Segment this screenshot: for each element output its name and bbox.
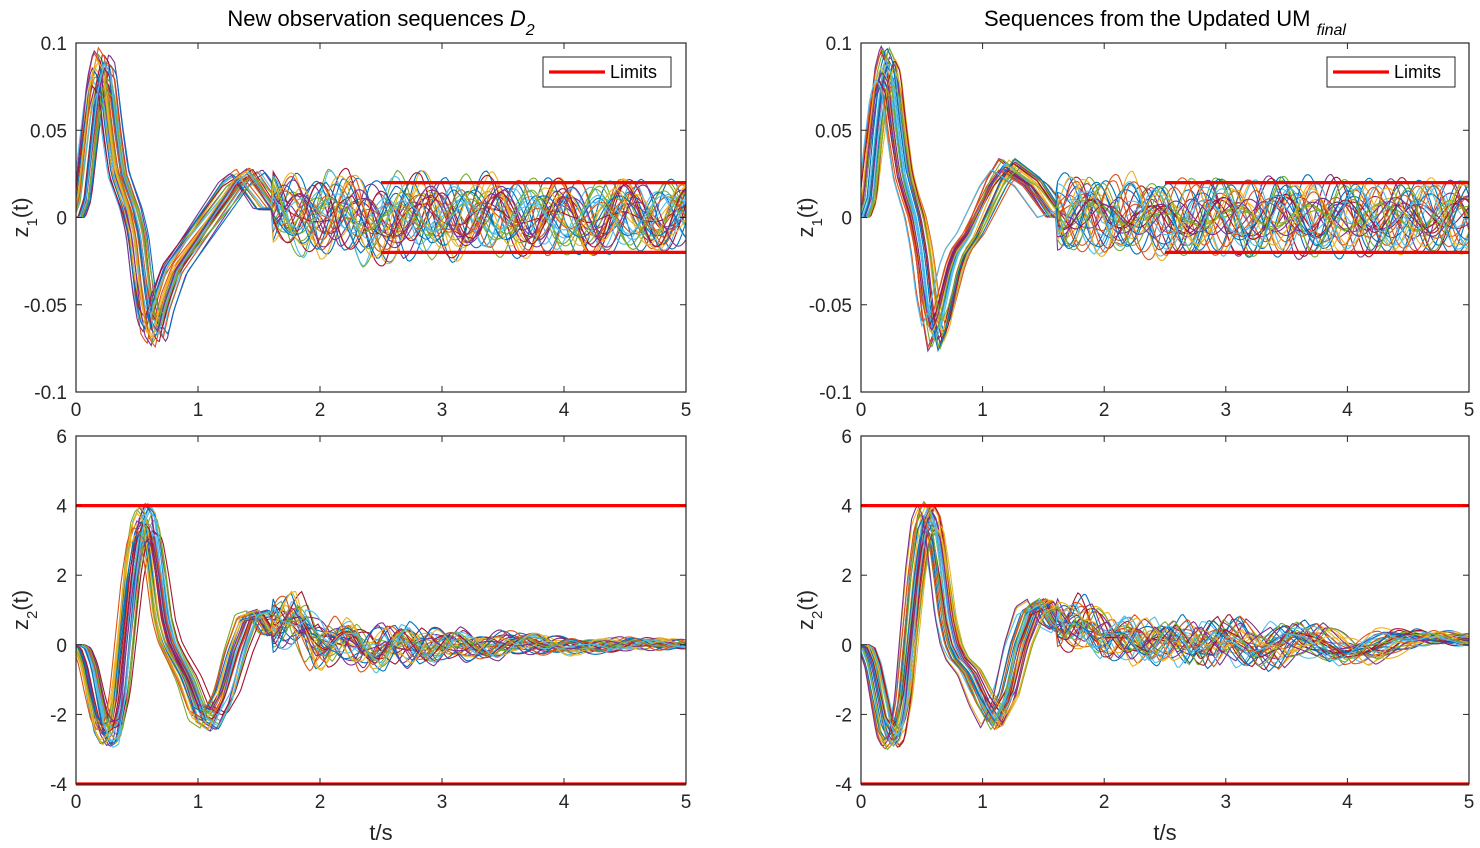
panel-title: Sequences from the Updated UM final [984,6,1346,39]
y-tick-label: -2 [50,705,67,726]
series-line [76,533,686,726]
x-tick-label: 2 [1099,400,1110,421]
y-tick-label: 2 [56,566,67,587]
y-tick-label: 2 [841,566,852,587]
x-tick-label: 2 [315,400,326,421]
x-tick-label: 3 [437,400,448,421]
series-line [861,504,1469,747]
plot-area [861,436,1469,784]
x-tick-label: 0 [856,792,867,813]
x-tick-label: 0 [856,400,867,421]
y-tick-label: 4 [56,497,67,518]
x-tick-label: 4 [559,400,570,421]
series-line [76,46,686,349]
panel-z2-observations: 0 1 2 3 4 5 -4 -2 0 2 4 6 z2(t) t/s [8,427,691,845]
x-tick-label: 0 [71,792,82,813]
y-tick-label: 6 [56,427,67,448]
series-line [861,520,1469,736]
y-tick-label: 0 [841,209,852,230]
legend-label: Limits [610,62,657,82]
y-tick-label: -4 [50,775,67,796]
x-tick-label: 1 [977,792,988,813]
series-line [861,72,1469,332]
y-tick-label: 0 [841,636,852,657]
x-tick-label: 1 [193,400,204,421]
series-line [76,62,686,335]
x-tick-label: 5 [1464,792,1475,813]
y-tick-label: 0 [56,209,67,230]
series-line [76,511,686,742]
x-tick-label: 4 [1342,400,1353,421]
y-tick-label: -0.05 [24,296,67,317]
y-tick-label: -0.1 [34,383,67,404]
series-line [76,538,686,722]
x-tick-label: 4 [1342,792,1353,813]
y-tick-label: 4 [841,497,852,518]
x-tick-label: 3 [437,792,448,813]
y-axis-label: z2(t) [8,590,41,630]
y-tick-label: -0.1 [819,383,852,404]
x-tick-label: 5 [681,792,692,813]
axes-box [75,435,687,785]
series-line [76,90,686,315]
x-tick-label: 3 [1221,792,1232,813]
x-tick-label: 3 [1221,400,1232,421]
series-line [861,80,1469,326]
x-tick-label: 1 [193,792,204,813]
x-tick-label: 2 [315,792,326,813]
plot-area [76,436,686,784]
series-group [861,44,1469,353]
series-line [76,512,686,741]
series-line [861,79,1469,328]
y-tick-label: -4 [835,775,852,796]
series-line [861,66,1469,335]
y-tick-label: 0 [56,636,67,657]
series-line [861,78,1469,328]
x-tick-label: 5 [1464,400,1475,421]
series-group [76,502,686,748]
x-axis-label: t/s [1153,820,1176,845]
x-tick-label: 5 [681,400,692,421]
series-line [76,52,686,345]
series-line [861,84,1469,322]
y-axis-label: z1(t) [8,197,41,237]
y-axis-label: z1(t) [793,197,826,237]
series-line [76,508,686,744]
x-tick-label: 4 [559,792,570,813]
axes-box [860,435,1470,785]
series-line [861,81,1469,324]
panel-z1-observations: 0 1 2 3 4 5 -0.1 -0.05 0 0.05 0.1 z1(t) New observat… [8,6,691,421]
series-line [861,47,1469,353]
series-group [861,500,1469,751]
y-tick-label: -0.05 [809,296,852,317]
legend: Limits [1326,56,1456,88]
y-tick-label: -2 [835,705,852,726]
series-line [76,84,686,319]
panel-title: New observation sequences D2 [227,6,534,39]
y-tick-label: 0.1 [41,34,67,55]
series-line [861,62,1469,338]
series-line [861,500,1469,750]
x-axis-label: t/s [369,820,392,845]
series-line [76,70,686,330]
x-tick-label: 0 [71,400,82,421]
legend-label: Limits [1394,62,1441,82]
y-tick-label: 0.05 [815,121,852,142]
panel-z2-updated-um: 0 1 2 3 4 5 -4 -2 0 2 4 6 z2(t) t/s [793,427,1474,845]
y-tick-label: 0.05 [30,121,67,142]
x-tick-label: 2 [1099,792,1110,813]
y-tick-label: 0.1 [826,34,852,55]
legend: Limits [542,56,672,88]
y-tick-label: 6 [841,427,852,448]
x-tick-label: 1 [977,400,988,421]
y-axis-label: z2(t) [793,590,826,630]
panel-z1-updated-um: 0 1 2 3 4 5 -0.1 -0.05 0 0.05 0.1 z1(t) Sequences fr… [793,6,1474,421]
